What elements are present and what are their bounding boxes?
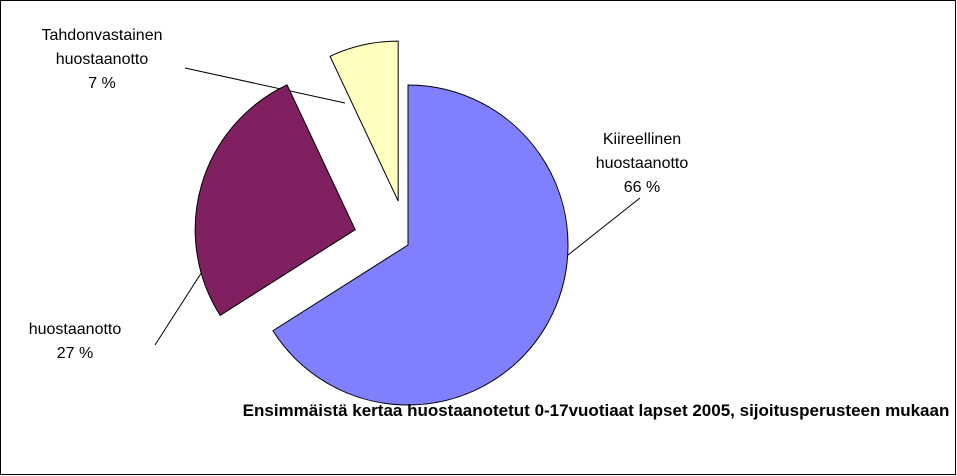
slice-label: huostaanotto 27 %	[10, 318, 140, 366]
pie-slice	[272, 84, 569, 406]
leader-line	[184, 67, 346, 104]
slice-label: Kiireellinen huostaanotto 66 %	[572, 128, 712, 200]
category-label: Kiireellinen huostaanotto	[595, 131, 689, 172]
value-label: 27 %	[56, 345, 94, 362]
value-label: 7 %	[88, 75, 116, 92]
pie-slice	[194, 84, 356, 317]
category-label: huostaanotto	[28, 321, 122, 338]
pie-slice	[329, 40, 399, 202]
chart-title: Ensimmäistä kertaa huostaanotetut 0-17vu…	[242, 401, 950, 420]
value-label: 66 %	[623, 179, 661, 196]
category-label: Tahdonvastainen huostaanotto	[41, 27, 163, 68]
slice-label: Tahdonvastainen huostaanotto 7 %	[12, 24, 192, 96]
